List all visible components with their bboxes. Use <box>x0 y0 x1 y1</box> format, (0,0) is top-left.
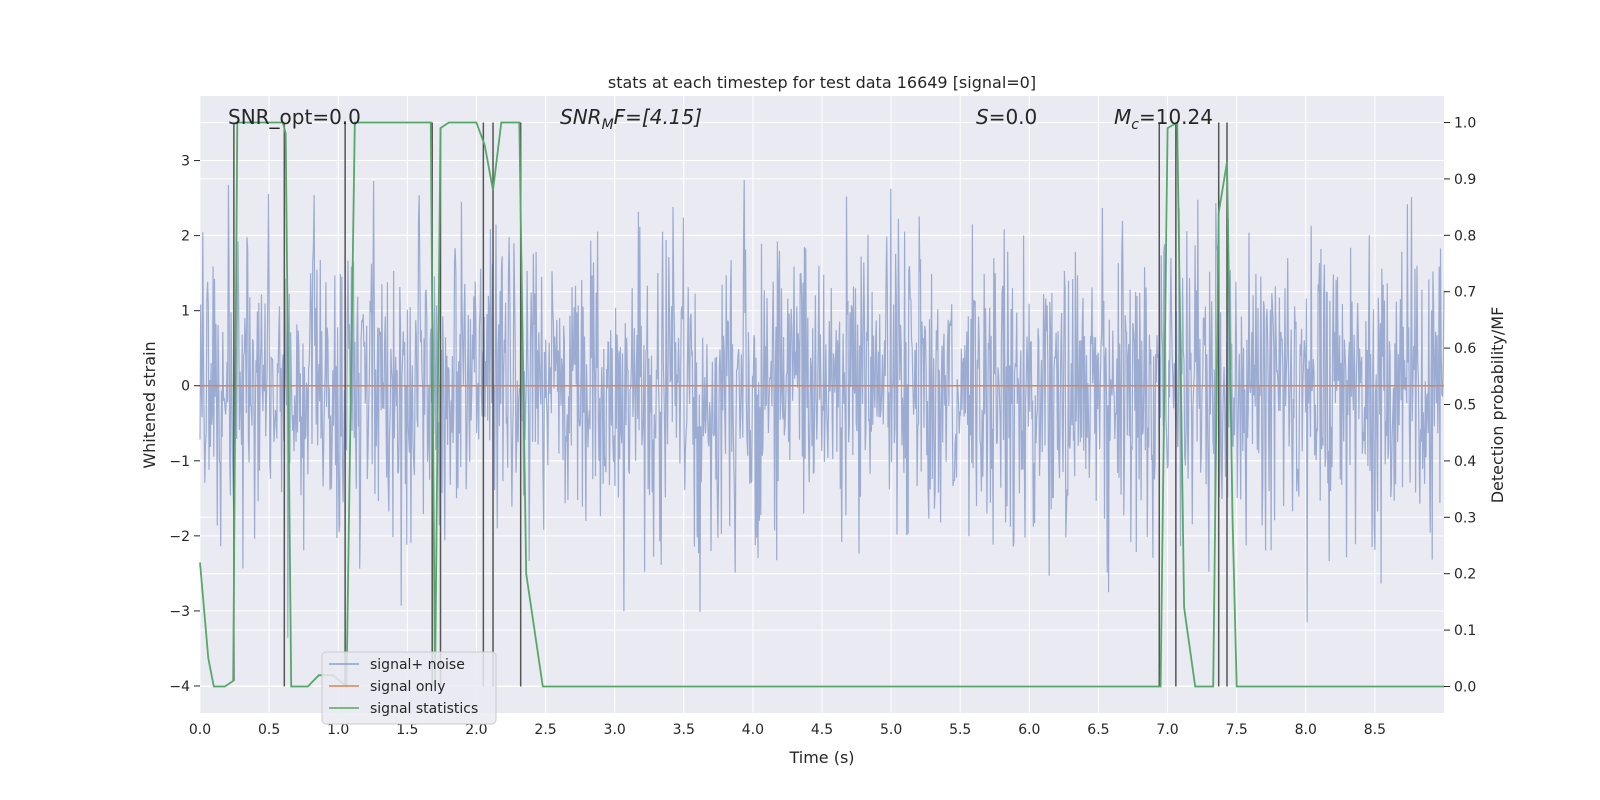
annotation-mc: Mc=10.24 <box>1114 105 1213 133</box>
legend-label-noise: signal+ noise <box>370 657 465 673</box>
x-tick-label: 7.0 <box>1156 722 1178 738</box>
y-tick-label-right: 0.5 <box>1454 398 1476 414</box>
statistics-series <box>199 120 1444 689</box>
annotation-s: S=0.0 <box>976 105 1037 129</box>
statistics-line <box>199 120 1444 689</box>
x-tick-label: 5.0 <box>880 722 902 738</box>
annotation-snr-opt: SNR_opt=0.0 <box>228 105 361 129</box>
y-tick-label-right: 0.8 <box>1454 228 1476 244</box>
y-axis-label: Whitened strain <box>140 341 159 468</box>
x-tick-label: 7.5 <box>1226 722 1248 738</box>
snr-mf-sub: M <box>602 117 614 133</box>
annotation-snr-mf: SNRMF=[4.15] <box>560 105 702 133</box>
x-tick-label: 5.5 <box>949 722 971 738</box>
legend: signal+ noise signal only signal statist… <box>321 651 497 725</box>
s-rest: =0.0 <box>989 105 1038 129</box>
snr-mf-rest: F=[4.15] <box>614 105 702 129</box>
y-tick-label: −2 <box>169 529 190 545</box>
x-tick-label: 4.5 <box>811 722 833 738</box>
y-ticks-left: 3 2 1 0 −1 −2 −3 −4 <box>169 154 200 695</box>
y-tick-label-right: 0.9 <box>1454 172 1476 188</box>
mc-sub: c <box>1131 117 1139 133</box>
y-tick-label-right: 0.0 <box>1454 679 1476 695</box>
x-tick-label: 4.0 <box>742 722 764 738</box>
x-tick-label: 1.5 <box>396 722 418 738</box>
x-tick-label: 8.5 <box>1364 722 1386 738</box>
y-tick-label: −4 <box>169 679 190 695</box>
y-tick-label-right: 0.6 <box>1454 341 1476 357</box>
x-tick-label: 6.5 <box>1087 722 1109 738</box>
x-tick-label: 2.0 <box>465 722 487 738</box>
y-tick-label: −3 <box>169 604 190 620</box>
x-tick-label: 6.0 <box>1018 722 1040 738</box>
x-tick-label: 2.5 <box>534 722 556 738</box>
legend-label-signal-only: signal only <box>370 679 445 695</box>
y-tick-label: −1 <box>169 454 190 470</box>
x-tick-label: 1.0 <box>327 722 349 738</box>
y-tick-label-right: 0.2 <box>1454 567 1476 583</box>
y-tick-label-right: 0.3 <box>1454 510 1476 526</box>
snr-mf-base: SNR <box>560 105 602 129</box>
s-base: S <box>976 105 989 129</box>
y-tick-label-right: 0.1 <box>1454 623 1476 639</box>
y-ticks-right: 1.0 0.9 0.8 0.7 0.6 0.5 0.4 0.3 0.2 0.1 0.0 <box>1444 116 1476 695</box>
x-tick-label: 0.0 <box>189 722 211 738</box>
noise-series <box>199 179 1445 638</box>
mc-rest: =10.24 <box>1139 105 1213 129</box>
y-tick-label: 0 <box>181 379 190 395</box>
x-tick-label: 0.5 <box>258 722 280 738</box>
x-axis-label: Time (s) <box>788 748 854 767</box>
y-axis-label-right: Detection probability/MF <box>1488 307 1507 504</box>
x-ticks: 0.0 0.5 1.0 1.5 2.0 2.5 3.0 3.5 4.0 4.5 5.0 5.5 6.0 6… <box>189 722 1386 738</box>
x-tick-label: 3.5 <box>673 722 695 738</box>
legend-label-statistics: signal statistics <box>370 701 478 717</box>
y-tick-label: 2 <box>181 229 190 245</box>
legend-box <box>321 651 497 725</box>
y-tick-label: 3 <box>181 154 190 170</box>
x-tick-label: 3.0 <box>604 722 626 738</box>
x-tick-label: 8.0 <box>1295 722 1317 738</box>
y-tick-label-right: 1.0 <box>1454 116 1476 132</box>
y-tick-label-right: 0.4 <box>1454 454 1476 470</box>
y-tick-label-right: 0.7 <box>1454 285 1476 301</box>
noise-line <box>199 179 1445 638</box>
chart-title: stats at each timestep for test data 166… <box>608 73 1036 92</box>
mc-base: M <box>1114 105 1131 129</box>
y-tick-label: 1 <box>181 304 190 320</box>
